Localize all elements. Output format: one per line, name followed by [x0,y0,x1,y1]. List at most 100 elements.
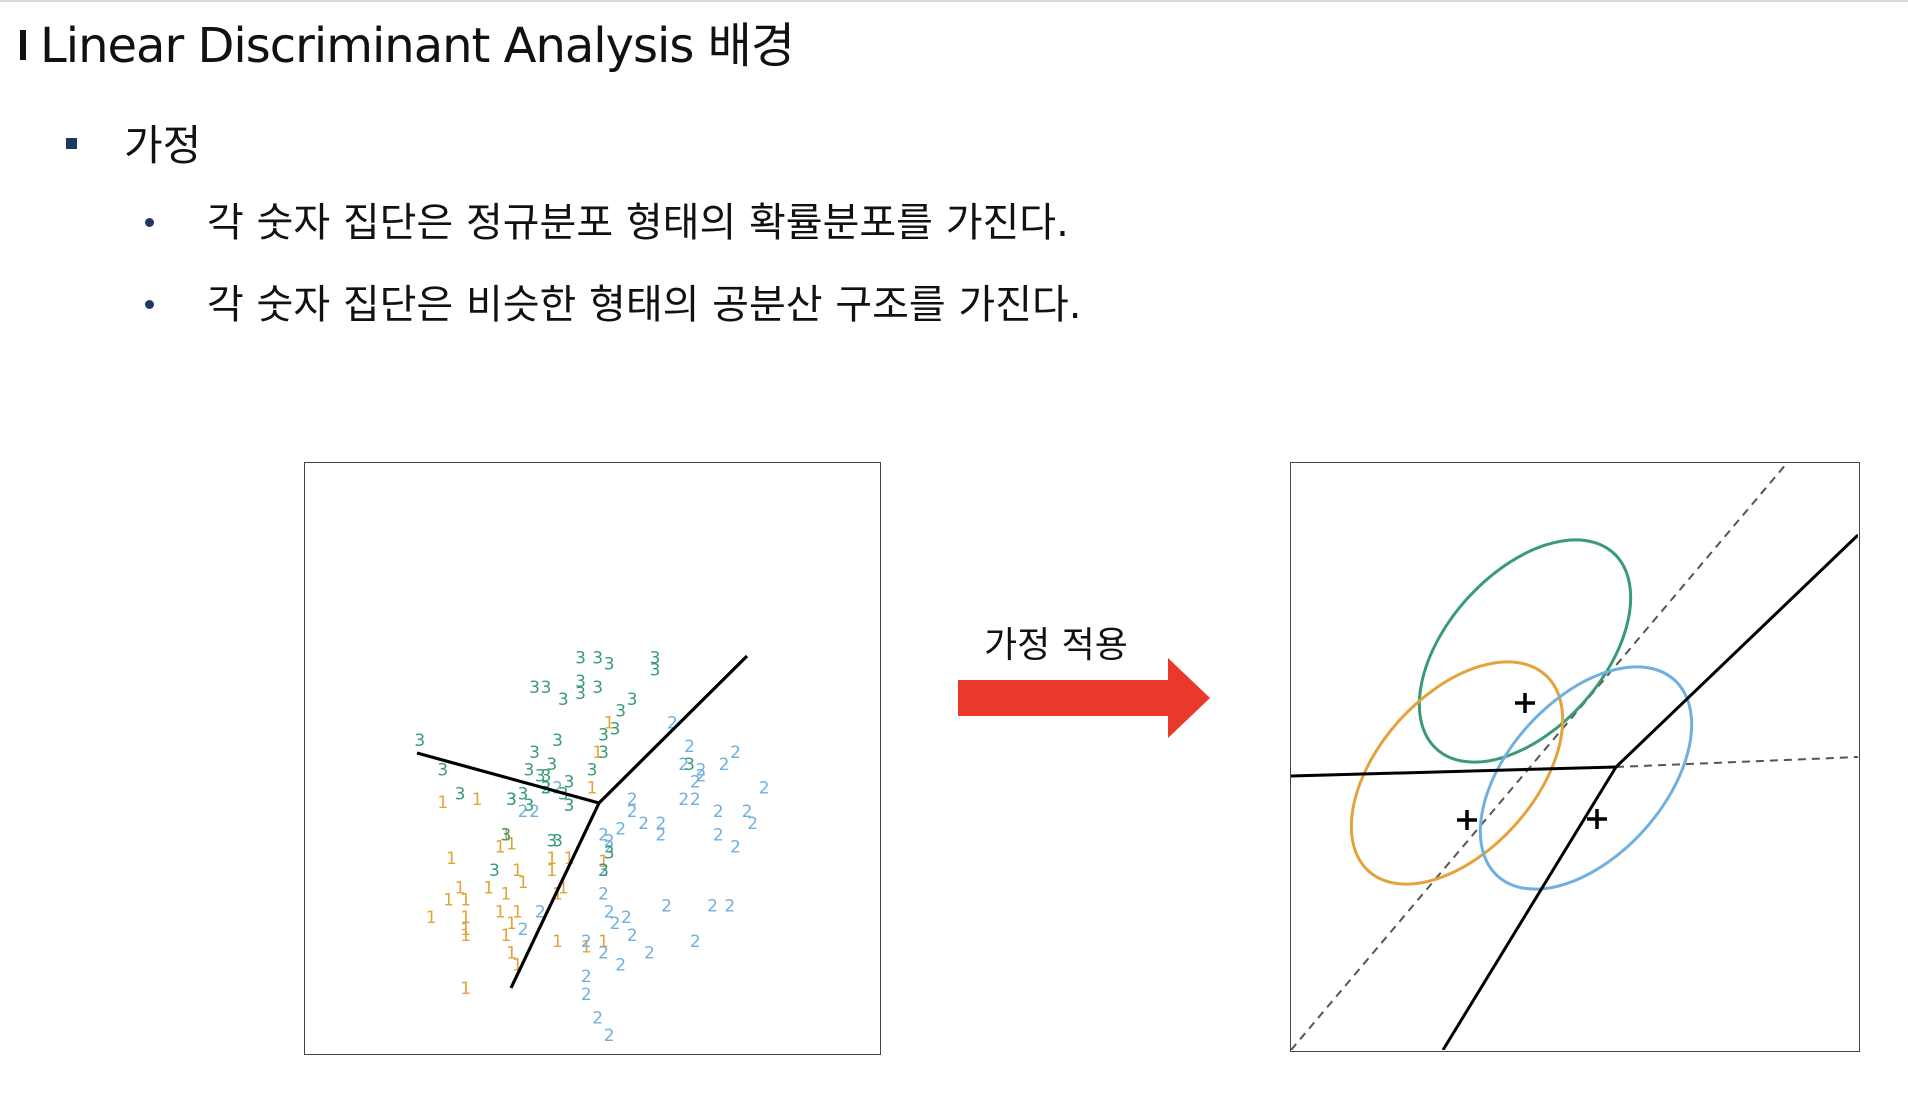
digit-point-class-2: 2 [742,802,753,822]
digit-point-class-2: 2 [747,814,758,834]
digit-point-class-1: 1 [506,944,517,964]
digit-point-class-2: 2 [690,790,701,810]
centroid-marker-class-2 [1587,809,1607,829]
digit-point-class-1: 1 [483,879,494,899]
digit-point-class-2: 2 [604,1026,615,1046]
digit-point-class-2: 2 [730,743,741,763]
digit-point-class-1: 1 [604,714,615,734]
digit-point-class-3: 3 [684,755,695,775]
digit-point-class-2: 2 [598,944,609,964]
digit-point-class-2: 2 [535,902,546,922]
digit-point-class-3: 3 [598,725,609,745]
arrow-label: 가정 적용 [984,625,1128,666]
class-ellipses [1349,538,1694,891]
decision-boundaries [416,654,749,989]
digit-point-class-3: 3 [598,861,609,881]
digit-point-class-1: 1 [587,778,598,798]
digit-point-class-1: 1 [500,885,511,905]
digit-point-class-2: 2 [724,896,735,916]
digit-point-class-3: 3 [627,690,638,710]
digit-point-class-2: 2 [610,914,621,934]
digit-point-class-3: 3 [564,796,575,816]
slide-title: Linear Discriminant Analysis 배경 [40,18,795,74]
digit-point-class-2: 2 [667,714,678,734]
digit-point-class-1: 1 [518,873,529,893]
digit-point-class-2: 2 [684,737,695,757]
ellipse-class-1 [1349,660,1565,886]
digit-point-class-3: 3 [541,678,552,698]
class-centroids [1457,693,1607,830]
digit-point-class-1: 1 [558,879,569,899]
digit-point-class-2: 2 [581,967,592,987]
digit-point-class-2: 2 [696,767,707,787]
digit-point-class-2: 2 [759,778,770,798]
bayes-boundaries-dashed [1291,463,1858,1050]
digit-point-class-2: 2 [713,826,724,846]
digit-point-class-3: 3 [592,678,603,698]
digit-point-class-1: 1 [460,891,471,911]
digit-point-class-1: 1 [512,955,523,975]
digit-point-class-2: 2 [598,861,609,881]
digit-point-class-3: 3 [592,649,603,669]
digit-point-class-1: 1 [446,849,457,869]
digit-point-class-2: 2 [598,861,609,881]
title-accent-bar [20,30,26,60]
digit-point-class-2: 2 [713,802,724,822]
digit-point-class-3: 3 [650,649,661,669]
digit-point-class-1: 1 [598,932,609,952]
digit-point-class-2: 2 [592,1009,603,1029]
digit-point-class-2: 2 [690,932,701,952]
digit-point-class-3: 3 [489,861,500,881]
digit-point-class-3: 3 [575,684,586,704]
digit-point-class-3: 3 [414,731,425,751]
digit-point-class-2: 2 [707,896,718,916]
digit-point-class-3: 3 [604,655,615,675]
lda-ellipse-plot [1291,463,1858,1050]
digit-point-class-1: 1 [506,834,517,854]
square-bullet-icon [66,138,77,149]
digit-point-class-1: 1 [546,861,557,881]
digit-point-class-3: 3 [437,761,448,781]
digit-point-class-3: 3 [558,690,569,710]
digit-point-class-1: 1 [495,837,506,857]
digit-point-class-3: 3 [564,773,575,793]
digit-point-class-2: 2 [581,932,592,952]
digit-point-class-3: 3 [552,832,563,852]
digit-point-class-1: 1 [592,743,603,763]
dot-bullet-icon [145,218,154,227]
assumption-item-2-text: 각 숫자 집단은 비슷한 형태의 공분산 구조를 가진다. [207,282,1082,328]
digit-point-class-2: 2 [696,761,707,781]
digit-point-class-1: 1 [426,908,437,928]
digit-point-class-2: 2 [598,826,609,846]
digit-point-class-2: 2 [627,926,638,946]
ellipse-class-3 [1417,538,1633,764]
digit-point-class-2: 2 [644,944,655,964]
digit-point-class-1: 1 [564,849,575,869]
lda-gaussian-figure [1290,462,1860,1052]
digit-point-class-1: 1 [437,793,448,813]
digit-point-class-2: 2 [678,790,689,810]
digit-point-class-1: 1 [506,914,517,934]
digit-point-class-2: 2 [518,802,529,822]
digit-point-class-1: 1 [495,902,506,922]
ellipse-class-2 [1478,665,1694,891]
digit-point-class-1: 1 [552,932,563,952]
boundary-line-lower [509,802,601,989]
digit-point-class-2: 2 [615,955,626,975]
digit-point-class-2: 2 [627,790,638,810]
digit-point-class-1: 1 [460,979,471,999]
digit-point-class-3: 3 [529,743,540,763]
right-arrow-icon [958,658,1210,738]
digit-point-class-1: 1 [546,849,557,869]
digit-point-class-3: 3 [615,702,626,722]
digit-point-class-3: 3 [587,761,598,781]
digit-point-class-3: 3 [506,790,517,810]
digit-point-class-1: 1 [500,826,511,846]
digit-point-class-2: 2 [719,755,730,775]
digit-point-class-3: 3 [541,767,552,787]
centroid-marker-class-3 [1515,693,1535,713]
lda-boundary-upper-right [1614,533,1858,769]
digit-point-class-3: 3 [598,743,609,763]
